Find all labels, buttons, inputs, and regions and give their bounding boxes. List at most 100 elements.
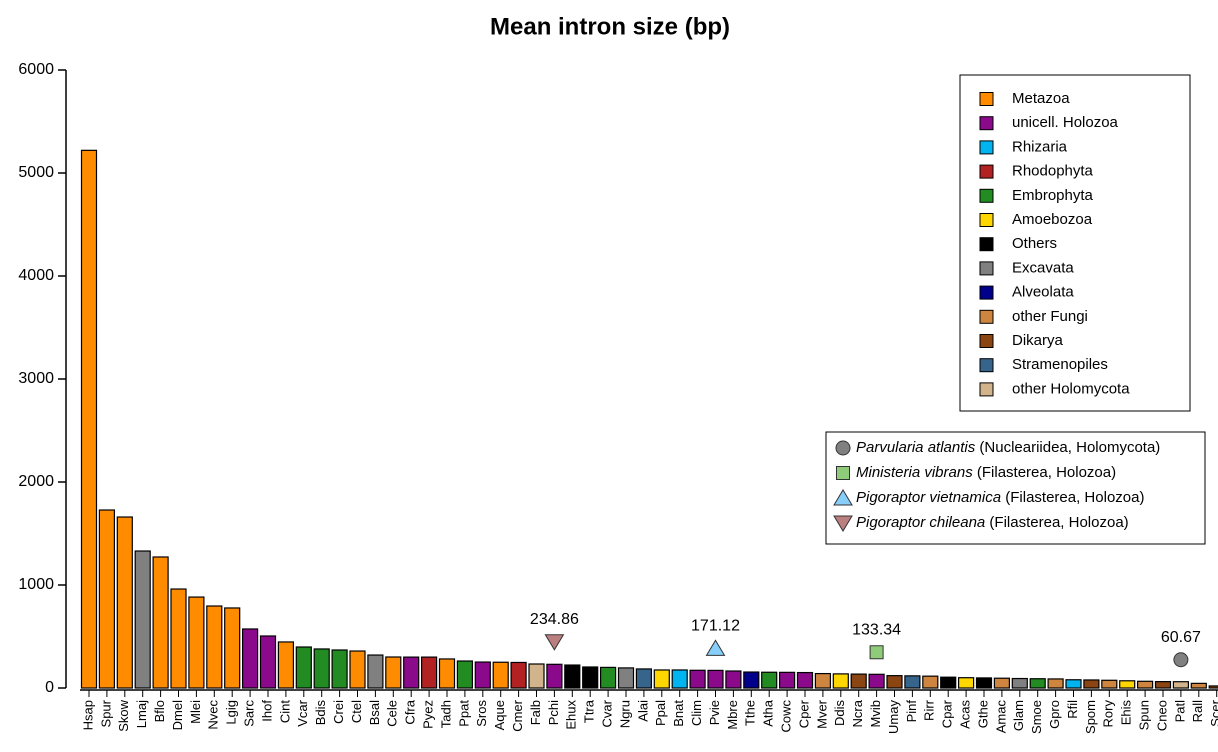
bar [1011, 677, 1028, 689]
bar [993, 677, 1011, 689]
x-tick-label: Bdis [313, 700, 328, 726]
legend-swatch [979, 188, 994, 203]
bar [957, 677, 975, 689]
bar [134, 550, 151, 689]
bar [689, 669, 706, 689]
species-group: (Filasterea, Holozoa) [985, 514, 1128, 531]
x-tick-label: Lmaj [134, 700, 149, 728]
x-tick-label: Mbre [725, 700, 740, 730]
legend-label: Alveolata [1012, 284, 1074, 301]
x-tick-label: Dmel [170, 700, 185, 730]
bar [582, 666, 599, 689]
legend-swatch [979, 309, 994, 324]
legend-swatch [979, 382, 994, 397]
legend-label: Stramenopiles [1012, 356, 1108, 373]
legend-marker [835, 440, 851, 456]
x-tick-label: Crei [331, 700, 346, 724]
x-tick-label: Rory [1101, 700, 1116, 728]
x-tick-label: Skow [116, 699, 131, 731]
bar [1154, 681, 1172, 689]
legend-label: Rhizaria [1012, 138, 1068, 155]
bar [1083, 679, 1100, 689]
bar [224, 607, 241, 689]
y-tick-label: 5000 [18, 164, 54, 181]
x-tick-label: Ehis [1119, 700, 1134, 726]
y-tick-label: 1000 [18, 576, 54, 593]
bar [1119, 680, 1136, 689]
legend-swatch [979, 140, 994, 155]
x-tick-label: Cint [277, 700, 292, 724]
x-tick-label: Spur [98, 699, 113, 727]
data-marker [869, 645, 884, 660]
legend-swatch [979, 213, 994, 227]
bar [904, 675, 921, 689]
bar [1136, 680, 1154, 689]
species-name: Ministeria vibrans [856, 464, 973, 481]
species-group: (Nucleariidea, Holomycota) [975, 439, 1160, 456]
bar [1065, 679, 1082, 689]
x-tick-label: Pinf [904, 700, 919, 723]
x-tick-label: Glam [1011, 700, 1026, 731]
x-tick-label: Vcar [295, 699, 310, 726]
bar [188, 596, 205, 689]
x-tick-label: Spom [1083, 700, 1098, 734]
x-tick-label: Gthe [975, 700, 990, 728]
x-tick-label: Mvib [868, 700, 883, 727]
x-tick-label: Sarc [242, 700, 257, 727]
y-tick-label: 3000 [18, 370, 54, 387]
marker-legend-label: Pigoraptor vietnamica (Filasterea, Holoz… [856, 489, 1144, 506]
bar [671, 669, 688, 689]
legend-label: other Holomycota [1012, 380, 1130, 397]
marker-value-label: 234.86 [530, 611, 579, 628]
legend-label: Others [1012, 235, 1057, 252]
x-tick-label: Sros [474, 700, 489, 727]
marker-legend-box [825, 431, 1206, 545]
x-tick-label: Lgig [224, 700, 239, 725]
x-tick-label: Patl [1172, 700, 1187, 723]
bar [814, 672, 832, 689]
bar [832, 673, 849, 689]
x-tick-label: Pyez [421, 700, 436, 729]
legend-swatch [979, 261, 994, 276]
legend-swatch [979, 164, 994, 179]
x-tick-label: Cvar [600, 699, 615, 727]
legend-label: Metazoa [1012, 90, 1070, 107]
x-tick-label: Atha [761, 699, 776, 727]
data-marker [1173, 652, 1189, 668]
bar [564, 664, 581, 689]
bar [1029, 678, 1046, 689]
bar [474, 661, 491, 689]
y-tick-label: 0 [45, 679, 54, 696]
species-name: Parvularia atlantis [856, 439, 976, 456]
x-tick-label: Rfil [1065, 700, 1080, 719]
bar [510, 661, 527, 689]
bar [725, 670, 742, 689]
x-tick-label: Ddis [832, 700, 847, 727]
species-name: Pigoraptor vietnamica [856, 489, 1001, 506]
x-tick-label: Tthe [743, 700, 758, 726]
x-tick-label: Ncra [850, 699, 865, 727]
legend-label: unicell. Holozoa [1012, 114, 1119, 131]
bar [761, 671, 778, 689]
legend-swatch [979, 285, 994, 300]
y-tick-label: 6000 [18, 61, 54, 78]
marker-value-label: 171.12 [691, 618, 740, 635]
bar [546, 663, 563, 689]
bar [599, 666, 617, 689]
marker-legend-label: Pigoraptor chileana (Filasterea, Holozoa… [856, 514, 1129, 531]
bar [653, 669, 670, 689]
bar [242, 628, 259, 689]
legend-marker [833, 515, 853, 532]
bar [367, 654, 384, 689]
bar [778, 671, 796, 689]
bar [940, 676, 957, 689]
species-group: (Filasterea, Holozoa) [973, 464, 1116, 481]
legend-marker [836, 466, 850, 480]
x-tick-label: Amac [993, 700, 1008, 734]
marker-value-label: 60.67 [1161, 629, 1201, 646]
data-marker [544, 634, 565, 651]
x-tick-label: Cmer [510, 699, 525, 731]
bar [922, 675, 939, 689]
x-tick-label: Falb [528, 700, 543, 725]
